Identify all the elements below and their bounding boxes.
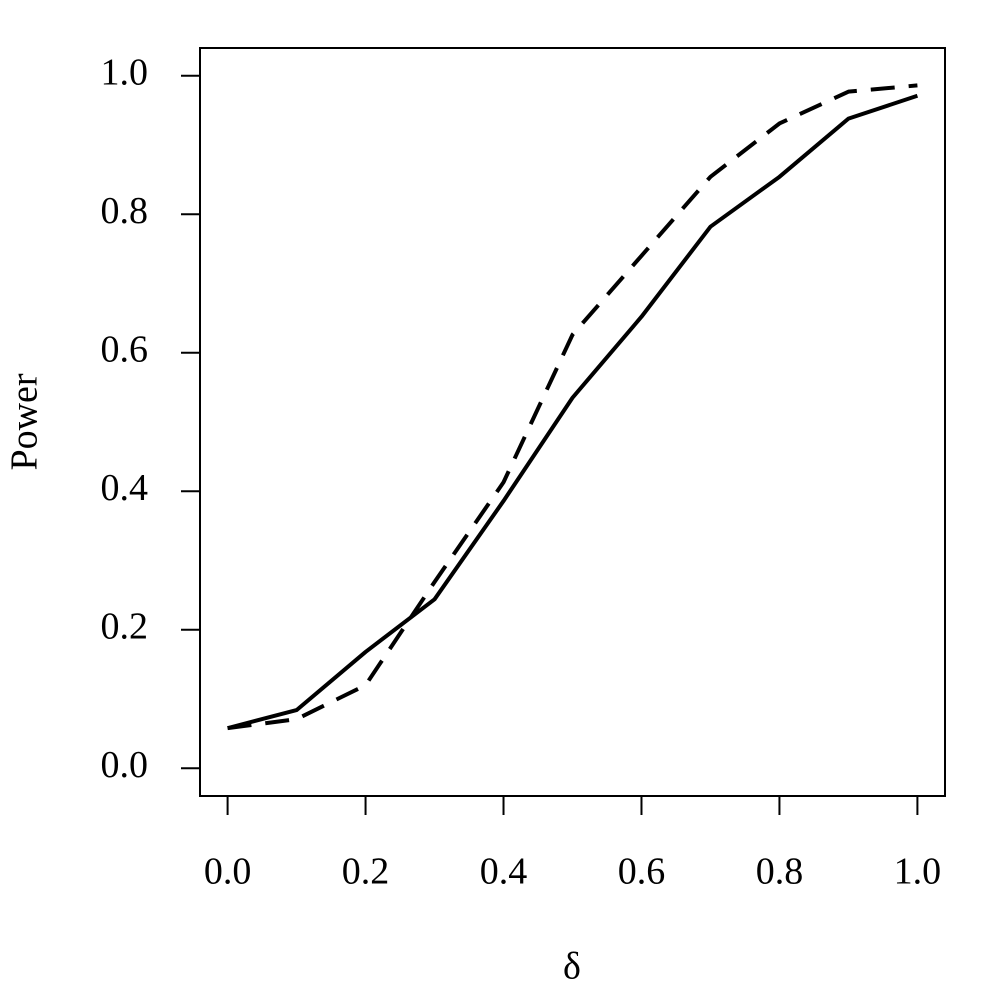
x-tick-label: 0.2	[342, 851, 390, 893]
x-tick-label: 0.8	[756, 851, 804, 893]
plot-frame	[199, 47, 946, 797]
y-axis-label: Power	[4, 373, 46, 470]
y-tick-label: 0.0	[101, 744, 149, 786]
y-tick-label: 0.4	[101, 467, 149, 509]
y-tick-label: 0.8	[101, 190, 149, 232]
x-tick-label: 0.6	[618, 851, 666, 893]
y-tick-label: 1.0	[101, 51, 149, 93]
series-line	[227, 93, 919, 731]
y-tick-label: 0.6	[101, 328, 149, 370]
x-tick-label: 0.4	[480, 851, 528, 893]
x-tick-label: 0.0	[204, 851, 252, 893]
x-axis-label: δ	[563, 946, 581, 988]
x-tick-label: 1.0	[894, 851, 942, 893]
series-line	[227, 83, 918, 731]
y-tick-label: 0.2	[101, 605, 149, 647]
